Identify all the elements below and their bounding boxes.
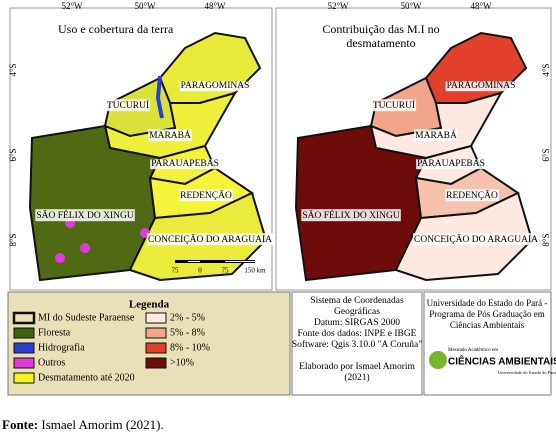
legend-label: 8% - 10% — [170, 342, 210, 353]
legend-swatch — [145, 312, 167, 324]
legend-swatch — [145, 357, 167, 369]
region-label-bg — [179, 81, 251, 92]
lon-label: 52°W — [327, 1, 349, 11]
region-label-bg — [146, 233, 274, 246]
legend-swatch — [12, 311, 36, 325]
region-label: MARABÁ — [415, 129, 457, 141]
region-label: REDENÇÃO — [180, 189, 232, 201]
institution-line: Universidade do Estado do Pará - — [427, 298, 548, 308]
region-label-bg — [301, 209, 401, 222]
logo-icon — [429, 351, 447, 369]
other-use — [80, 243, 90, 253]
region-label: TUCURUÍ — [107, 99, 149, 111]
region-label: REDENÇÃO — [446, 189, 498, 201]
legend-swatch — [145, 342, 167, 354]
legend-label: MI do Sudeste Paraense — [38, 312, 135, 323]
caption-text: Ismael Amorim (2021). — [38, 417, 164, 432]
info-line: Sistema de Coordenadas — [310, 296, 404, 306]
region-label-bg — [445, 189, 499, 202]
region-label-bg — [179, 189, 233, 202]
legend-title: Legenda — [129, 299, 170, 311]
lat-label: 6°S — [8, 148, 18, 161]
region-label: PARAUAPEBAS — [151, 159, 219, 169]
info-line: Datum: SIRGAS 2000 — [314, 318, 400, 328]
river — [155, 75, 164, 119]
lat-label: 4°S — [541, 63, 551, 76]
scale-bar-seg — [188, 261, 200, 262]
map-title: desmatamento — [346, 36, 415, 50]
lon-label: 50°W — [134, 1, 156, 11]
region-label-bg — [412, 233, 540, 246]
map-title: Uso e cobertura da terra — [58, 22, 174, 36]
map-panel: Uso e cobertura da terra 52°W 50°W 48°W 4°S 6… — [8, 1, 274, 291]
region-label: TUCURUÍ — [373, 99, 415, 111]
legend-swatch — [145, 327, 167, 339]
region-label-bg — [148, 129, 192, 142]
region-label-bg — [416, 159, 486, 170]
lat-label: 8°S — [8, 233, 18, 246]
legend-label: >10% — [170, 357, 194, 368]
legend-label: 2% - 5% — [170, 312, 205, 323]
lon-label: 52°W — [61, 1, 83, 11]
scale-label: 150 km — [244, 267, 266, 275]
region-label: CONCEIÇÃO DO ARAGUAIA — [148, 233, 272, 245]
info-line: Elaborado por Ismael Amorim — [299, 362, 415, 372]
institution-line: Programa de Pós Graduação em — [429, 309, 544, 319]
legend-swatch — [13, 342, 35, 354]
institution-line: Ciências Ambientais — [450, 320, 525, 330]
region-label-bg — [445, 81, 517, 92]
info-line: Fonte dos dados: INPE e IBGE — [297, 329, 416, 339]
legend-swatch — [13, 327, 35, 339]
lat-label: 6°S — [541, 148, 551, 161]
region-label: PARAGOMINAS — [181, 81, 250, 91]
info-box — [291, 291, 423, 396]
info-line: Software: Qgis 3.10.0 "A Coruña" — [292, 339, 422, 350]
logo-bottom: Universidade do Estado do Pará — [498, 370, 556, 375]
region-label: MARABÁ — [149, 129, 191, 141]
logo-top: Mestrado Acadêmico em — [448, 348, 498, 353]
lat-label: 8°S — [541, 233, 551, 246]
logo-main: CIÊNCIAS AMBIENTAIS — [448, 355, 556, 368]
region-label: SÃO FÉLIX DO XINGU — [36, 209, 134, 221]
region-label-bg — [105, 99, 151, 112]
scale-bar — [175, 260, 255, 263]
legend-swatch — [13, 357, 35, 369]
lat-label: 4°S — [8, 63, 18, 76]
scale-label: 75 — [172, 267, 180, 275]
region-label: PARAGOMINAS — [447, 81, 516, 91]
region-label-bg — [35, 209, 135, 222]
legend-label: Outros — [38, 357, 65, 368]
lon-label: 48°W — [470, 1, 492, 11]
info-line: (2021) — [344, 372, 369, 383]
info-line: Geográficas — [334, 306, 380, 317]
institution-box — [423, 291, 552, 396]
legend-label: Hidrografia — [38, 342, 85, 353]
region-label-bg — [371, 99, 417, 112]
lon-label: 48°W — [204, 1, 226, 11]
map-title: Contribuição das M.I no — [322, 22, 439, 36]
caption: Fonte: Ismael Amorim (2021). — [2, 417, 164, 432]
region-label: CONCEIÇÃO DO ARAGUAIA — [414, 233, 538, 245]
legend-label: 5% - 8% — [170, 327, 205, 338]
scale-label: 0 — [198, 267, 202, 275]
caption-bold: Fonte: — [2, 417, 38, 432]
legend-label: Desmatamento até 2020 — [38, 372, 135, 383]
region-label: SÃO FÉLIX DO XINGU — [302, 209, 400, 221]
scale-label: 75 — [222, 267, 230, 275]
region-label-bg — [414, 129, 458, 142]
legend-label: Floresta — [38, 327, 71, 338]
other-use — [55, 253, 65, 263]
region-label: PARAUAPEBAS — [417, 159, 485, 169]
legend-swatch — [13, 372, 35, 384]
scale-bar-seg — [225, 261, 255, 262]
region-label-bg — [150, 159, 220, 170]
lon-label: 50°W — [400, 1, 422, 11]
